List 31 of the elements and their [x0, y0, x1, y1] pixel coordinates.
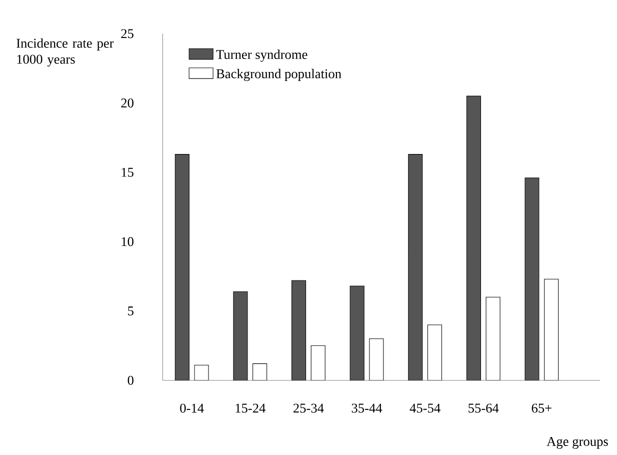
x-tick-label: 15-24: [236, 404, 266, 413]
x-tick-label: 35-44: [352, 404, 382, 413]
legend-label: Background population: [216, 68, 342, 82]
bar: [233, 291, 248, 380]
y-axis-title: Incidence rate per 1000 years: [16, 38, 114, 67]
legend-label: Turner syndrome: [216, 50, 308, 62]
y-tick-label: 0: [128, 376, 134, 385]
y-tick-label: 10: [122, 237, 134, 246]
y-tick-label: 20: [121, 98, 134, 108]
bar: [486, 296, 500, 380]
bar: [524, 178, 540, 380]
bar: [427, 324, 442, 380]
x-tick-label: 0-14: [180, 404, 204, 413]
bar: [350, 286, 364, 380]
x-axis-title: Age groups: [546, 437, 608, 449]
bar: [292, 280, 306, 380]
bar: [252, 363, 268, 380]
x-tick-label: 25-34: [293, 404, 324, 413]
bar: [408, 154, 423, 380]
x-tick-label: 45-54: [410, 404, 440, 413]
x-tick-label: 65+: [532, 404, 552, 413]
y-tick-label: 25: [121, 29, 134, 38]
bar: [466, 96, 481, 380]
bar: [369, 338, 384, 380]
bar: [174, 154, 190, 380]
x-tick-label: 55-64: [468, 404, 499, 413]
bar: [544, 278, 559, 380]
y-tick-label: 5: [128, 306, 134, 316]
bar: [194, 364, 209, 380]
bar: [310, 345, 326, 380]
y-tick-label: 15: [122, 168, 134, 177]
